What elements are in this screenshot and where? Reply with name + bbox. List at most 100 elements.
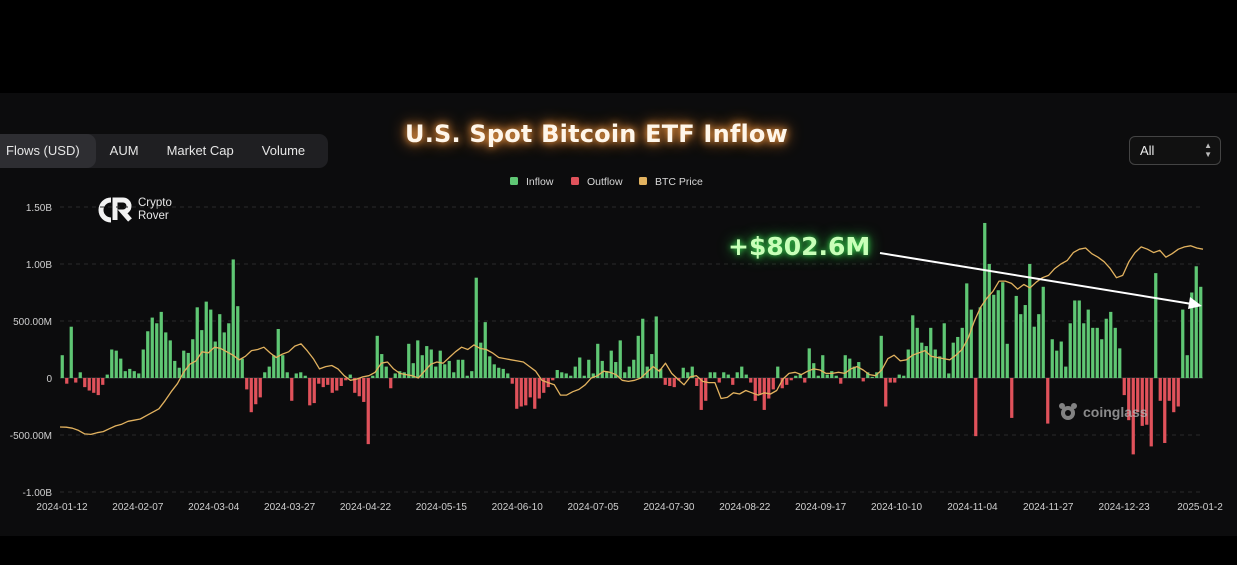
inflow-bar — [420, 355, 424, 378]
inflow-bar — [681, 367, 685, 378]
inflow-bar — [992, 294, 996, 378]
tab-flows[interactable]: Flows (USD) — [0, 134, 96, 168]
x-tick-label: 2024-11-27 — [1023, 502, 1074, 513]
inflow-bar — [398, 371, 402, 378]
x-tick-label: 2024-07-05 — [567, 502, 619, 513]
brand-logo: Crypto Rover — [96, 196, 172, 224]
inflow-bar — [564, 373, 568, 378]
inflow-bar — [173, 360, 177, 378]
outflow-bar — [326, 378, 330, 385]
inflow-bar — [146, 331, 150, 378]
inflow-bar — [380, 354, 384, 378]
inflow-bar — [438, 350, 442, 378]
outflow-bar — [308, 378, 312, 406]
inflow-bar — [812, 363, 816, 378]
inflow-bar — [1077, 300, 1081, 378]
outflow-bar — [290, 378, 294, 401]
inflow-bar — [105, 374, 109, 378]
outflow-bar — [884, 378, 888, 407]
inflow-bar — [573, 366, 577, 378]
inflow-bar — [920, 342, 924, 378]
y-tick-label: 0 — [46, 374, 52, 385]
inflow-bar — [384, 366, 388, 378]
outflow-bar — [339, 378, 343, 386]
inflow-bar — [141, 349, 145, 378]
inflow-bar — [461, 359, 465, 378]
inflow-bar — [123, 371, 127, 378]
inflow-bar — [218, 314, 222, 378]
x-tick-label: 2024-12-23 — [1099, 502, 1151, 513]
inflow-bar — [1190, 292, 1194, 378]
outflow-bar — [803, 378, 807, 383]
inflow-bar — [285, 372, 289, 378]
inflow-bar — [483, 322, 487, 378]
outflow-bar — [537, 378, 541, 399]
inflow-bar — [857, 362, 861, 378]
inflow-bar — [1028, 264, 1032, 378]
inflow-bar — [303, 375, 307, 378]
range-select[interactable]: All ▲ ▼ — [1129, 136, 1221, 165]
tab-market-cap[interactable]: Market Cap — [166, 143, 234, 158]
outflow-bar — [258, 378, 262, 398]
inflow-bar — [569, 375, 573, 378]
inflow-bar — [911, 315, 915, 378]
outflow-bar — [1127, 378, 1131, 421]
y-tick-label: 1.00B — [26, 260, 52, 271]
inflow-bar — [1181, 309, 1185, 378]
outflow-bar — [510, 378, 514, 384]
inflow-bar — [969, 309, 973, 378]
x-tick-label: 2024-10-10 — [871, 502, 923, 513]
inflow-bar — [1118, 348, 1122, 378]
outflow-bar — [1122, 378, 1126, 396]
outflow-bar — [1176, 378, 1180, 407]
x-tick-label: 2024-04-22 — [340, 502, 392, 513]
outflow-bar — [542, 378, 546, 393]
outflow-bar — [92, 378, 96, 393]
outflow-bar — [330, 378, 334, 393]
inflow-bar — [479, 342, 483, 378]
outflow-bar — [888, 378, 892, 383]
inflow-bar — [636, 335, 640, 378]
inflow-bar — [654, 316, 658, 378]
outflow-bar — [1167, 378, 1171, 401]
inflow-bar — [978, 307, 982, 378]
outflow-bar — [96, 378, 100, 396]
inflow-bar — [506, 373, 510, 378]
y-tick-label: -1.00B — [23, 488, 53, 499]
inflow-bar — [456, 359, 460, 378]
outflow-bar — [789, 378, 793, 381]
inflow-bar — [474, 277, 478, 378]
outflow-bar — [1163, 378, 1167, 443]
tab-volume[interactable]: Volume — [261, 143, 306, 158]
inflow-bar — [1023, 305, 1027, 378]
coinglass-logo-icon — [1059, 403, 1077, 420]
inflow-bar — [168, 340, 172, 378]
inflow-bar — [132, 371, 136, 378]
outflow-bar — [362, 378, 366, 402]
y-tick-label: -500.00M — [10, 431, 52, 442]
inflow-bar — [1073, 300, 1077, 378]
inflow-bar — [956, 336, 960, 378]
inflow-bar — [1199, 286, 1203, 378]
inflow-bar — [164, 332, 168, 378]
chevron-updown-icon: ▲ ▼ — [1204, 141, 1212, 159]
outflow-bar — [65, 378, 69, 384]
inflow-bar — [416, 340, 420, 378]
outflow-bar — [699, 378, 703, 410]
outflow-bar — [1140, 378, 1144, 426]
inflow-bar — [488, 356, 492, 378]
inflow-bar — [200, 330, 204, 378]
outflow-bar — [893, 378, 897, 383]
outflow-bar — [101, 378, 105, 385]
outflow-bar — [668, 378, 672, 386]
inflow-bar — [348, 374, 352, 378]
inflow-bar — [1104, 318, 1108, 378]
inflow-bar — [1001, 282, 1005, 378]
inflow-bar — [735, 372, 739, 378]
inflow-bar — [1019, 314, 1023, 378]
inflow-bar — [1064, 366, 1068, 378]
inflow-bar — [425, 346, 429, 378]
inflow-bar — [938, 356, 942, 378]
annotation-arrow — [879, 252, 1202, 309]
tab-aum[interactable]: AUM — [109, 143, 139, 158]
